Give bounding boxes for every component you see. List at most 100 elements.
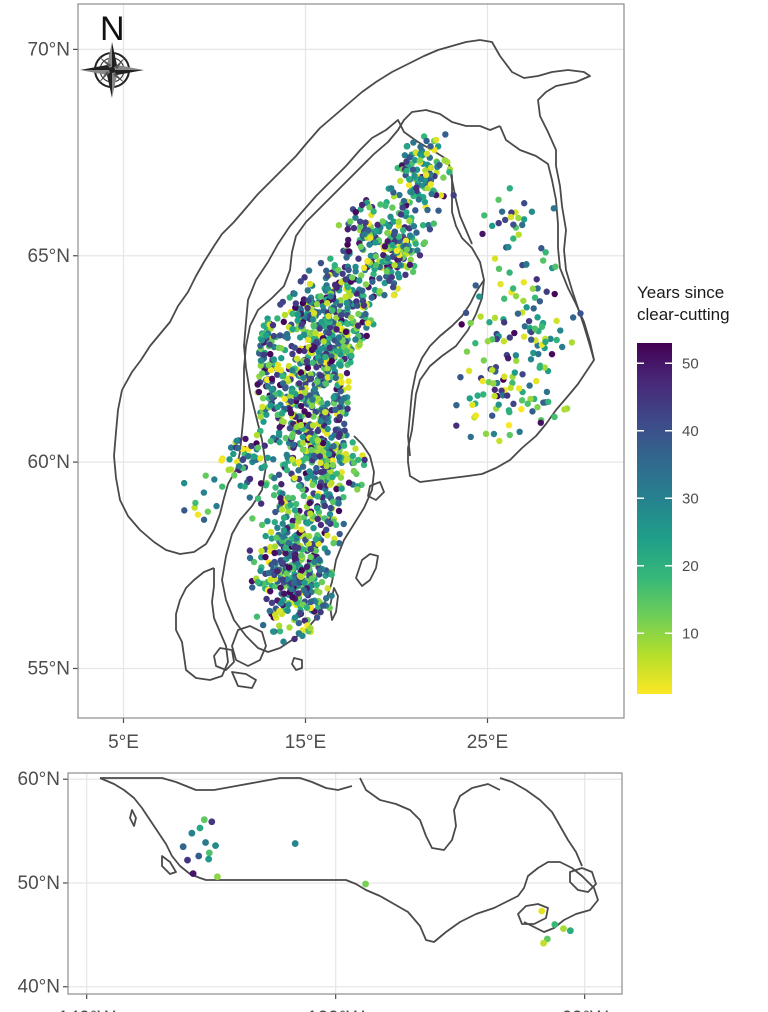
site-point bbox=[507, 384, 514, 392]
site-point bbox=[561, 406, 568, 413]
site-point bbox=[272, 583, 279, 590]
site-point bbox=[512, 352, 520, 359]
site-point bbox=[323, 526, 330, 533]
site-point bbox=[510, 221, 517, 228]
zealand-island bbox=[231, 625, 267, 667]
site-point bbox=[192, 499, 199, 507]
site-point bbox=[344, 399, 351, 406]
site-point bbox=[271, 543, 279, 550]
site-point bbox=[506, 408, 513, 416]
site-point bbox=[338, 469, 345, 476]
site-point bbox=[403, 246, 410, 253]
site-point bbox=[577, 310, 584, 317]
site-point bbox=[520, 297, 527, 304]
site-point bbox=[330, 394, 337, 401]
site-point bbox=[347, 359, 354, 366]
site-point bbox=[324, 374, 332, 381]
scandinavian-peninsula-outline bbox=[121, 39, 595, 653]
site-point bbox=[279, 373, 287, 380]
site-point bbox=[328, 357, 336, 365]
site-point bbox=[360, 292, 367, 300]
site-point bbox=[280, 514, 288, 522]
site-point bbox=[274, 524, 281, 532]
site-point bbox=[179, 843, 187, 851]
site-point bbox=[250, 558, 258, 566]
site-point bbox=[305, 336, 312, 344]
site-point bbox=[286, 425, 294, 432]
site-point bbox=[267, 402, 274, 409]
site-point bbox=[272, 484, 279, 491]
site-point bbox=[284, 607, 291, 614]
site-point bbox=[325, 450, 333, 458]
site-point bbox=[406, 217, 413, 224]
site-point bbox=[304, 520, 311, 527]
canada-sites bbox=[179, 816, 574, 947]
site-point bbox=[542, 249, 549, 256]
site-point bbox=[289, 456, 296, 463]
site-point bbox=[268, 599, 276, 607]
site-point bbox=[493, 335, 500, 343]
site-point bbox=[271, 474, 278, 482]
site-point bbox=[278, 481, 285, 488]
site-point bbox=[495, 265, 503, 273]
site-point bbox=[300, 514, 308, 521]
site-point bbox=[254, 381, 261, 388]
site-point bbox=[314, 437, 322, 444]
site-point bbox=[267, 437, 275, 445]
site-point bbox=[543, 288, 550, 295]
site-point bbox=[361, 230, 368, 238]
site-point bbox=[267, 528, 275, 536]
site-point bbox=[295, 458, 302, 466]
site-point bbox=[218, 457, 225, 464]
site-point bbox=[491, 386, 498, 393]
site-point bbox=[335, 539, 343, 547]
site-point bbox=[333, 470, 341, 477]
site-point bbox=[276, 622, 283, 629]
site-point bbox=[306, 499, 313, 507]
site-point bbox=[281, 311, 289, 319]
site-point bbox=[342, 450, 350, 458]
site-point bbox=[332, 406, 339, 414]
site-point bbox=[491, 392, 498, 400]
site-point bbox=[219, 483, 226, 490]
site-point bbox=[477, 313, 484, 320]
site-point bbox=[200, 516, 208, 523]
site-point bbox=[515, 231, 522, 238]
site-point bbox=[360, 264, 368, 272]
site-point bbox=[285, 508, 292, 516]
site-point bbox=[521, 200, 528, 207]
site-point bbox=[280, 318, 288, 326]
site-point bbox=[306, 468, 313, 475]
site-point bbox=[291, 840, 299, 847]
site-point bbox=[316, 567, 324, 574]
site-point bbox=[362, 281, 370, 288]
canada-outline bbox=[99, 777, 599, 943]
site-point bbox=[205, 849, 213, 857]
site-point bbox=[463, 348, 471, 355]
site-point bbox=[469, 401, 476, 409]
site-point bbox=[253, 613, 261, 620]
site-point bbox=[482, 430, 490, 438]
canada-longitude-labels: 140°W 100°W 60°W bbox=[58, 994, 608, 1012]
site-point bbox=[275, 471, 283, 478]
site-point bbox=[257, 567, 264, 575]
site-point bbox=[304, 364, 312, 372]
site-point bbox=[529, 408, 536, 415]
legend-tick-label: 10 bbox=[682, 625, 699, 642]
site-point bbox=[437, 192, 445, 199]
site-point bbox=[254, 495, 262, 502]
site-point bbox=[305, 267, 313, 274]
site-point bbox=[285, 601, 292, 608]
site-point bbox=[301, 579, 308, 586]
site-point bbox=[500, 295, 508, 302]
site-point bbox=[287, 501, 294, 509]
site-point bbox=[324, 518, 332, 525]
site-point bbox=[303, 590, 310, 597]
site-point bbox=[403, 143, 411, 150]
site-point bbox=[270, 491, 278, 499]
site-point bbox=[266, 607, 273, 615]
site-point bbox=[410, 139, 417, 146]
site-point bbox=[322, 595, 330, 602]
site-point bbox=[316, 325, 323, 332]
